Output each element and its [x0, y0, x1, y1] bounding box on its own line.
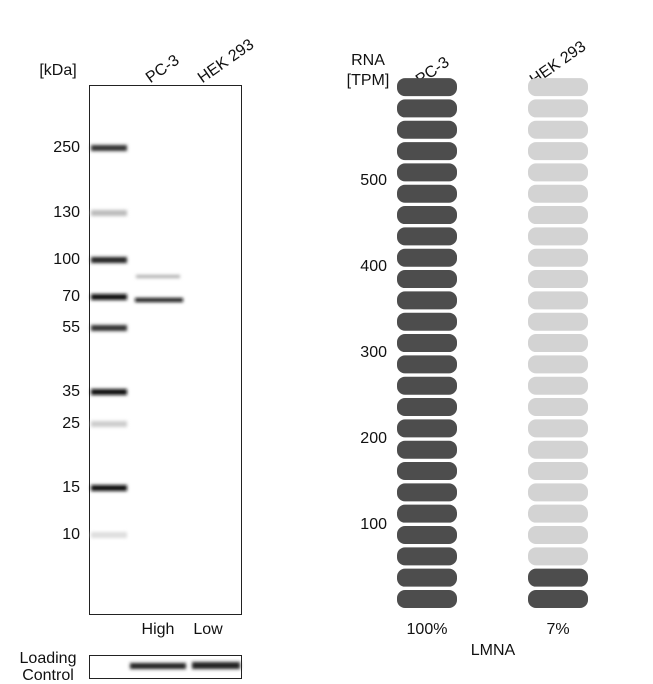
ladder-band: [91, 389, 127, 395]
band: [135, 298, 183, 302]
marker-label: 130: [53, 204, 80, 221]
marker-label: 35: [62, 383, 80, 400]
pill: [397, 120, 457, 139]
pill: [528, 355, 588, 374]
kda-label: [kDa]: [39, 62, 76, 79]
pill: [528, 270, 588, 289]
pill: [397, 590, 457, 608]
level-label: Low: [193, 621, 223, 638]
pills: [397, 78, 588, 608]
pill: [397, 398, 457, 417]
pill: [397, 142, 457, 161]
level-label: High: [142, 621, 175, 638]
pill: [528, 568, 588, 587]
pill: [397, 334, 457, 353]
pill: [397, 227, 457, 246]
pill: [397, 462, 457, 481]
pill: [397, 99, 457, 118]
rna-tick-label: 100: [360, 516, 387, 533]
ladder-band: [91, 257, 127, 263]
pill: [397, 568, 457, 587]
pill: [528, 334, 588, 353]
pill: [528, 99, 588, 118]
blot-frame: [89, 85, 242, 615]
pill: [397, 376, 457, 395]
pill: [397, 184, 457, 203]
loading-label: Control: [22, 667, 74, 684]
pill: [397, 291, 457, 310]
pill: [528, 227, 588, 246]
marker-label: 55: [62, 319, 80, 336]
pill: [528, 312, 588, 331]
pill: [397, 78, 457, 97]
rna-axis-label: [TPM]: [347, 72, 390, 89]
ladder: [91, 145, 127, 538]
pill: [397, 504, 457, 523]
marker-label: 100: [53, 251, 80, 268]
marker-label: 15: [62, 479, 80, 496]
pill: [528, 206, 588, 225]
pill: [528, 120, 588, 139]
ladder-band: [91, 145, 127, 151]
marker-label: 25: [62, 415, 80, 432]
lane-label: PC-3: [143, 52, 183, 87]
band: [136, 275, 180, 278]
pill: [528, 398, 588, 417]
rna-axis-label: RNA: [351, 52, 385, 69]
pill: [397, 270, 457, 289]
pill: [397, 355, 457, 374]
pill: [528, 376, 588, 395]
pill: [397, 547, 457, 566]
pill: [528, 483, 588, 502]
pill: [528, 78, 588, 97]
loading-band: [130, 663, 186, 669]
marker-label: 250: [53, 139, 80, 156]
rna-tick-label: 500: [360, 172, 387, 189]
pill: [397, 206, 457, 225]
lane-label: HEK 293: [195, 36, 257, 87]
ladder-band: [91, 325, 127, 331]
pill: [528, 248, 588, 267]
pill: [528, 419, 588, 438]
pill: [528, 547, 588, 566]
rna-tick-label: 400: [360, 258, 387, 275]
ladder-band: [91, 421, 127, 427]
marker-label: 70: [62, 288, 80, 305]
pill: [528, 142, 588, 161]
pill: [397, 163, 457, 182]
pill: [528, 184, 588, 203]
gene-label: LMNA: [471, 642, 516, 659]
pill: [528, 440, 588, 459]
pill: [528, 291, 588, 310]
marker-label: 10: [62, 526, 80, 543]
pill: [528, 504, 588, 523]
pill: [528, 462, 588, 481]
loading-band: [192, 662, 240, 669]
pill: [397, 526, 457, 545]
pill: [528, 590, 588, 608]
rna-tick-label: 300: [360, 344, 387, 361]
pill: [397, 312, 457, 331]
ladder-band: [91, 485, 127, 491]
rna-tick-label: 200: [360, 430, 387, 447]
loading-label: Loading: [20, 650, 77, 667]
ladder-band: [91, 294, 127, 300]
pill: [397, 419, 457, 438]
ladder-band: [91, 210, 127, 216]
pill: [397, 483, 457, 502]
pill: [528, 163, 588, 182]
percent-label: 7%: [546, 621, 569, 638]
pill: [528, 526, 588, 545]
pill: [397, 440, 457, 459]
pill: [397, 248, 457, 267]
ladder-band: [91, 532, 127, 538]
percent-label: 100%: [407, 621, 448, 638]
